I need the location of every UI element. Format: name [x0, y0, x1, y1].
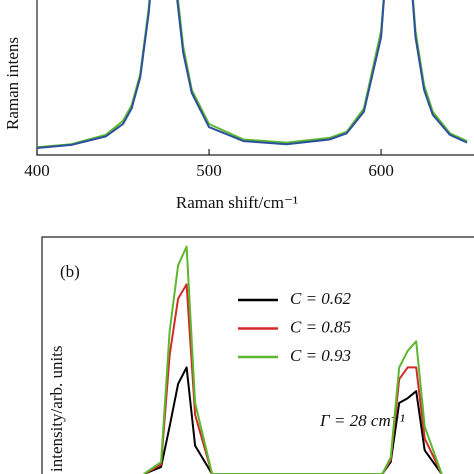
panel-label: (b)	[60, 262, 80, 281]
y-axis-label: Raman intens	[3, 37, 22, 130]
series-line	[37, 0, 468, 149]
series-line	[143, 366, 443, 474]
axes-frame	[36, 0, 474, 156]
series-line	[37, 0, 468, 149]
axes-frame	[41, 236, 474, 474]
legend-label: C = 0.93	[290, 346, 351, 365]
x-tick-label: 500	[196, 161, 222, 180]
x-axis-label: Raman shift/cm⁻¹	[176, 193, 298, 212]
series-line	[143, 283, 443, 474]
x-tick-label: 600	[368, 161, 394, 180]
legend-label: C = 0.62	[290, 289, 352, 308]
y-axis-label: intensity/arb. units	[47, 345, 66, 472]
x-tick-label: 400	[24, 161, 50, 180]
series-line	[143, 245, 443, 474]
legend-label: C = 0.85	[290, 317, 351, 336]
annotation: Γ = 28 cm⁻¹	[319, 411, 405, 430]
